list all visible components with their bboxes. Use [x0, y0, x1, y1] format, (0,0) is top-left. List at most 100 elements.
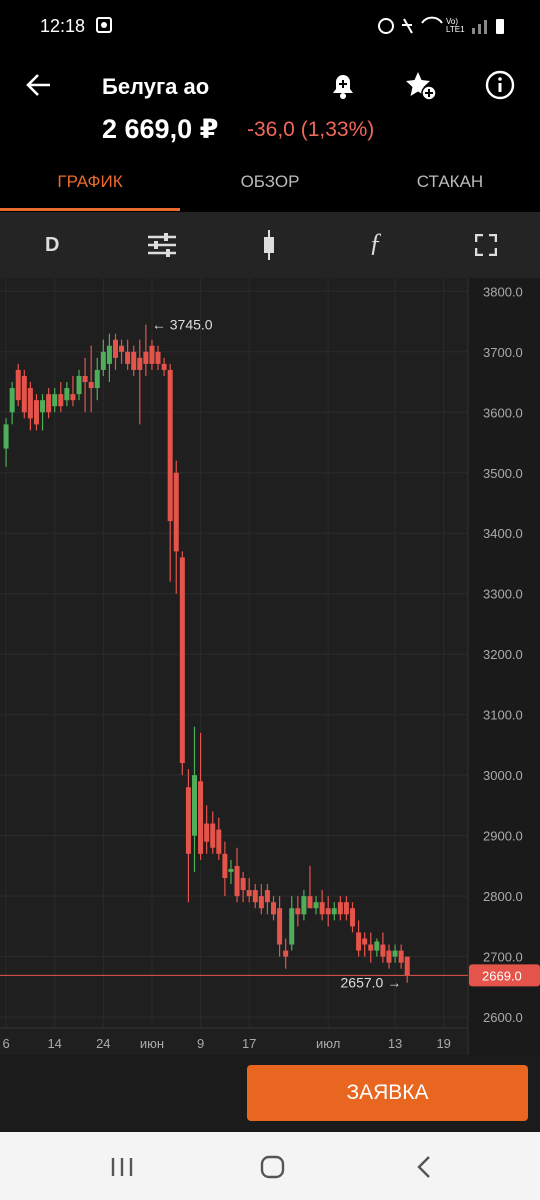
candle-body: [198, 781, 204, 854]
y-tick-label: 2700.0: [483, 950, 523, 965]
candle-body: [76, 375, 82, 395]
x-tick-label: 9: [197, 1036, 204, 1051]
tab-chart[interactable]: ГРАФИК: [57, 172, 123, 191]
candle-body: [33, 400, 39, 425]
tab-bar: ГРАФИК ОБЗОР СТАКАН: [0, 160, 540, 212]
x-tick-label: 13: [388, 1036, 402, 1051]
y-tick-label: 3200.0: [483, 647, 523, 662]
favorite-button[interactable]: [404, 70, 438, 102]
candle-body: [362, 938, 368, 945]
candle-body: [149, 345, 155, 364]
candle-body: [46, 394, 52, 413]
y-tick-label: 2800.0: [483, 889, 523, 904]
candle-body: [173, 472, 179, 552]
candle-body: [264, 890, 270, 903]
candle-body: [380, 944, 386, 957]
candle-body: [15, 369, 21, 401]
candle-type-button[interactable]: [262, 230, 276, 260]
info-button[interactable]: [485, 70, 515, 100]
candle-body: [228, 868, 234, 872]
x-tick-label: 24: [96, 1036, 110, 1051]
candle-body: [100, 351, 106, 370]
last-price-box: [469, 964, 540, 987]
y-tick-label: 3500.0: [483, 466, 523, 481]
candle-body: [404, 956, 410, 976]
recent-apps-button[interactable]: [110, 1156, 134, 1178]
candle-body: [210, 823, 216, 848]
bottom-panel: ЗАЯВКА: [0, 1055, 540, 1132]
x-tick-label: 19: [436, 1036, 450, 1051]
candle-body: [295, 908, 301, 915]
candle-body: [277, 908, 283, 945]
candle-body: [131, 351, 137, 370]
candle-body: [143, 351, 149, 364]
candle-body: [307, 896, 313, 909]
candle-body: [356, 932, 362, 951]
header: Белуга ао 2 669,0 ₽ -36,0 (1,33%): [0, 48, 540, 160]
candle-body: [319, 902, 325, 915]
candle-body: [325, 908, 331, 915]
indicators-button[interactable]: ƒ: [369, 228, 382, 257]
y-tick-label: 3800.0: [483, 284, 523, 299]
home-button[interactable]: [260, 1155, 286, 1179]
chart-background: [0, 278, 540, 1055]
candle-body: [271, 902, 277, 915]
candle-body: [222, 853, 228, 878]
candle-body: [240, 878, 246, 891]
back-button[interactable]: [26, 72, 52, 98]
y-tick-label: 2900.0: [483, 829, 523, 844]
status-time: 12:18: [40, 16, 86, 36]
candle-body: [82, 375, 88, 383]
last-price-label: 2669.0: [482, 968, 522, 983]
candle-body: [70, 394, 76, 401]
instrument-price: 2 669,0 ₽: [102, 114, 219, 144]
price-axis-panel: [468, 278, 540, 1055]
extreme-annotation: 2657.0 →: [341, 975, 402, 991]
y-tick-label: 3300.0: [483, 587, 523, 602]
navigation-bar: [0, 1132, 540, 1200]
signal-battery: [472, 19, 504, 34]
candle-body: [58, 394, 64, 407]
chart-toolbar: D ƒ: [0, 212, 540, 278]
y-tick-label: 3400.0: [483, 526, 523, 541]
candlestick-chart: 2600.0 2700.0 2800.0 2900.0 3000.0 3100.0 3200…: [0, 278, 540, 1055]
candle-body: [216, 829, 222, 854]
candle-body: [3, 424, 9, 449]
candle-body: [343, 902, 349, 915]
period-button[interactable]: D: [45, 234, 60, 256]
extreme-annotation: ← 3745.0: [152, 317, 213, 333]
candle-body: [52, 394, 58, 407]
candle-body: [337, 902, 343, 915]
candle-body: [350, 908, 356, 927]
candle-body: [313, 902, 319, 909]
notification-icon: [96, 17, 112, 33]
candle-body: [246, 890, 252, 897]
y-tick-label: 3700.0: [483, 345, 523, 360]
candle-body: [88, 382, 94, 389]
alert-button[interactable]: [328, 70, 358, 100]
candle-body: [374, 941, 380, 951]
tab-overview[interactable]: ОБЗОР: [240, 172, 300, 191]
x-tick-label: июн: [140, 1036, 164, 1051]
y-tick-label: 3000.0: [483, 768, 523, 783]
candle-body: [64, 388, 70, 401]
back-nav-button[interactable]: [414, 1154, 434, 1180]
candle-body: [258, 896, 264, 909]
status-icons: [378, 16, 443, 34]
network-label: Vo) LTE1: [446, 17, 465, 34]
order-button[interactable]: ЗАЯВКА: [247, 1065, 528, 1121]
x-tick-label: 14: [47, 1036, 61, 1051]
settings-button[interactable]: [146, 232, 178, 258]
x-tick-label: 17: [242, 1036, 256, 1051]
candle-body: [179, 557, 185, 764]
candle-body: [119, 345, 125, 352]
tab-orderbook[interactable]: СТАКАН: [416, 172, 484, 191]
candle-body: [204, 823, 210, 842]
fullscreen-button[interactable]: [475, 234, 497, 256]
x-tick-label: 6: [2, 1036, 9, 1051]
candle-body: [40, 400, 46, 413]
candle-body: [94, 369, 100, 389]
candle-body: [167, 369, 173, 522]
candle-body: [234, 865, 240, 897]
candle-body: [289, 908, 295, 945]
